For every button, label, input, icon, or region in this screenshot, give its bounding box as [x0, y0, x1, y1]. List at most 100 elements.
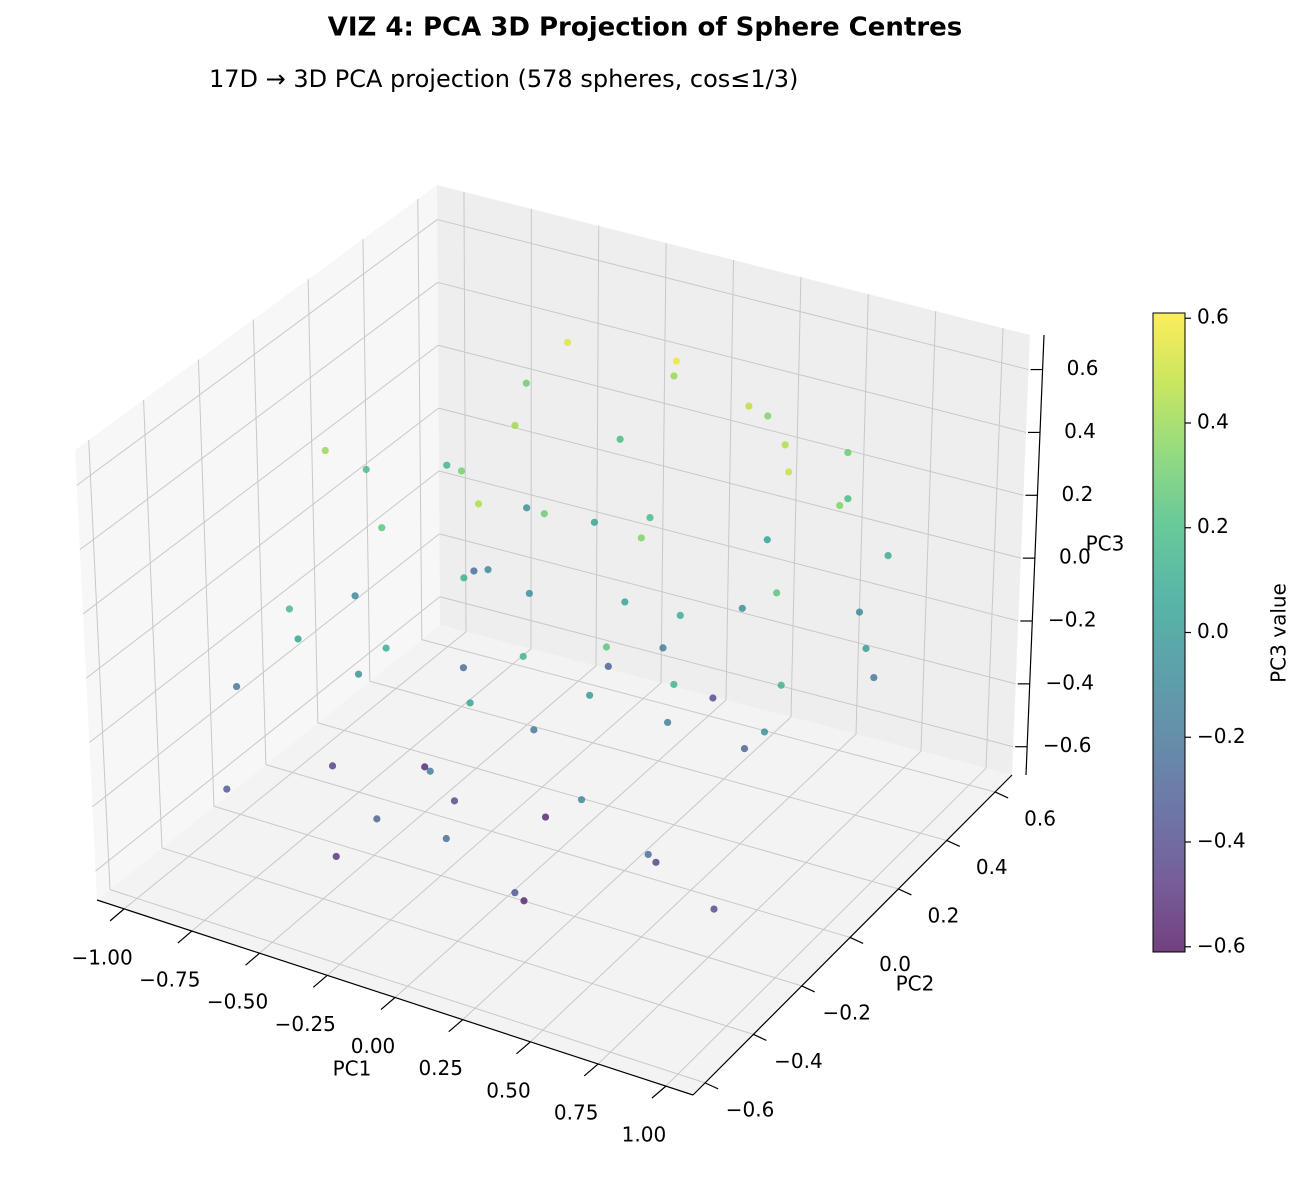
y-tick-label: 0.6 [1024, 806, 1056, 830]
point [523, 504, 530, 511]
point [670, 681, 677, 688]
x-tick-label: 0.50 [486, 1078, 531, 1102]
point [511, 889, 518, 896]
point [333, 853, 340, 860]
point [856, 609, 863, 616]
point [664, 719, 671, 726]
point [761, 728, 768, 735]
point [511, 422, 518, 429]
x-tick [110, 909, 124, 921]
y-tick [705, 1083, 718, 1089]
z-axis-line [1026, 335, 1044, 775]
colorbar-tick-label: −0.2 [1197, 724, 1246, 748]
point [443, 462, 450, 469]
point [884, 552, 891, 559]
point [673, 357, 680, 364]
point [870, 674, 877, 681]
x-tick [516, 1042, 530, 1054]
point [836, 502, 843, 509]
point [652, 859, 659, 866]
point [322, 447, 329, 454]
point [646, 514, 653, 521]
point [764, 412, 771, 419]
chart-subtitle: 17D → 3D PCA projection (578 spheres, co… [209, 65, 798, 93]
point [382, 644, 389, 651]
z-tick-label: −0.6 [1043, 733, 1092, 757]
colorbar-tick-label: 0.0 [1197, 619, 1229, 643]
point [621, 598, 628, 605]
point [363, 466, 370, 473]
point [741, 745, 748, 752]
colorbar-tick-label: −0.6 [1197, 933, 1246, 957]
y-tick [995, 792, 1008, 798]
point [530, 726, 537, 733]
x-tick [178, 931, 192, 943]
point [475, 500, 482, 507]
x-tick-label: 0.00 [351, 1034, 396, 1058]
point [862, 645, 869, 652]
point [233, 683, 240, 690]
point [541, 510, 548, 517]
x-tick [313, 975, 327, 987]
point [378, 524, 385, 531]
x-tick-label: −0.50 [207, 990, 268, 1014]
point [586, 692, 593, 699]
colorbar [1153, 313, 1185, 952]
point [523, 380, 530, 387]
colorbar-tick-label: 0.2 [1197, 514, 1229, 538]
x-tick-label: 0.25 [418, 1056, 463, 1080]
point [329, 762, 336, 769]
point [617, 436, 624, 443]
point [578, 796, 585, 803]
point [670, 372, 677, 379]
point [520, 653, 527, 660]
point [844, 449, 851, 456]
z-tick-label: 0.4 [1064, 419, 1096, 443]
point [659, 644, 666, 651]
point [782, 441, 789, 448]
point [451, 797, 458, 804]
point [467, 699, 474, 706]
point [542, 813, 549, 820]
z-tick-label: 0.6 [1067, 356, 1099, 380]
z-tick-label: 0.2 [1062, 482, 1094, 506]
x-axis-label: PC1 [333, 1057, 372, 1081]
point [373, 815, 380, 822]
y-tick [802, 986, 815, 992]
y-tick-label: −0.6 [726, 1097, 775, 1121]
point [591, 519, 598, 526]
point [603, 643, 610, 650]
point [710, 905, 717, 912]
point [605, 663, 612, 670]
point [773, 589, 780, 596]
x-tick-label: −0.25 [275, 1012, 336, 1036]
point [223, 785, 230, 792]
point [470, 567, 477, 574]
x-tick [584, 1064, 598, 1076]
point [564, 339, 571, 346]
y-tick-label: −0.4 [774, 1049, 823, 1073]
point [294, 635, 301, 642]
z-tick-label: 0.0 [1059, 545, 1091, 569]
y-tick [850, 937, 863, 943]
point [677, 612, 684, 619]
z-tick-label: −0.4 [1045, 670, 1094, 694]
point [638, 534, 645, 541]
x-tick-label: 1.00 [622, 1123, 667, 1147]
point [484, 566, 491, 573]
y-tick-label: 0.2 [928, 903, 960, 927]
x-tick [381, 998, 395, 1010]
z-tick-label: −0.2 [1048, 608, 1097, 632]
point [286, 605, 293, 612]
point [460, 664, 467, 671]
colorbar-tick-label: 0.6 [1197, 305, 1229, 329]
point [526, 590, 533, 597]
y-tick [947, 840, 960, 846]
point [351, 592, 358, 599]
point [520, 897, 527, 904]
y-tick [753, 1034, 766, 1040]
x-tick [246, 953, 260, 965]
y-tick [898, 889, 911, 895]
point [764, 536, 771, 543]
